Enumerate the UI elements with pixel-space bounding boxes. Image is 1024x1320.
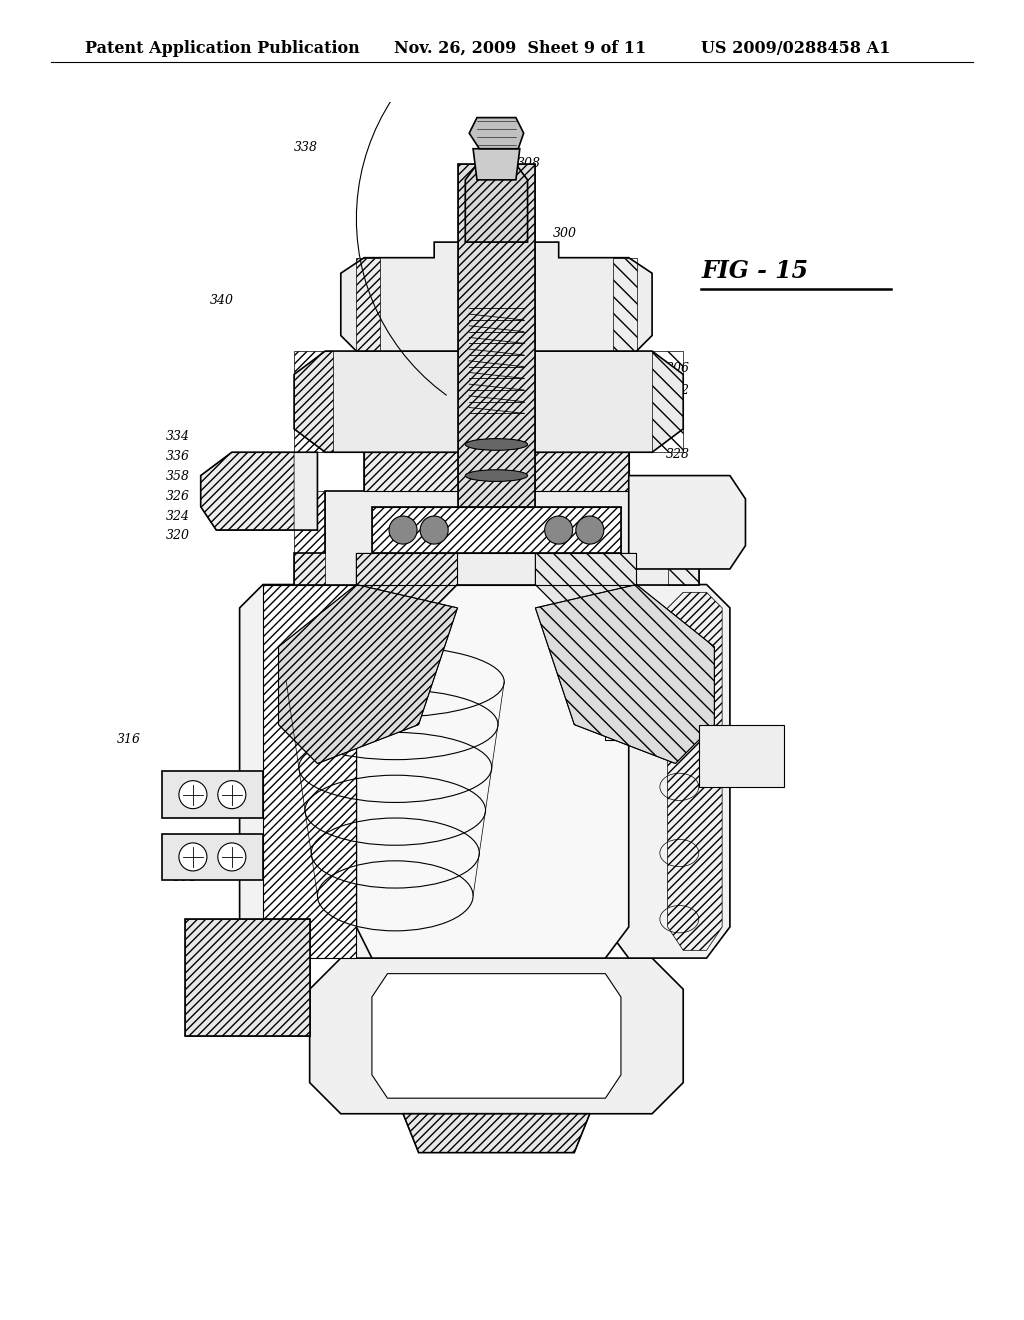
Text: 308: 308 [517, 157, 541, 170]
Polygon shape [458, 164, 536, 531]
Text: 328: 328 [666, 447, 689, 461]
Circle shape [389, 516, 417, 544]
Polygon shape [294, 453, 698, 585]
Polygon shape [372, 507, 621, 553]
Bar [605, 693, 668, 741]
Text: US 2009/0288458 A1: US 2009/0288458 A1 [701, 40, 891, 57]
Polygon shape [465, 149, 527, 242]
Polygon shape [469, 117, 523, 149]
Text: 336: 336 [166, 450, 189, 463]
Polygon shape [201, 453, 317, 531]
Polygon shape [698, 725, 784, 787]
Polygon shape [341, 242, 652, 351]
Text: Nov. 26, 2009  Sheet 9 of 11: Nov. 26, 2009 Sheet 9 of 11 [394, 40, 646, 57]
Polygon shape [605, 585, 730, 958]
Polygon shape [356, 585, 629, 958]
Polygon shape [536, 585, 715, 763]
Polygon shape [263, 585, 356, 958]
Polygon shape [372, 974, 621, 1098]
Polygon shape [473, 149, 520, 180]
Ellipse shape [465, 470, 527, 482]
Text: 340: 340 [210, 294, 233, 308]
Text: 338: 338 [294, 141, 317, 154]
Circle shape [218, 780, 246, 809]
Circle shape [545, 516, 572, 544]
Text: 324: 324 [166, 510, 189, 523]
Text: 312: 312 [604, 906, 628, 919]
Text: 310: 310 [261, 898, 285, 911]
Circle shape [575, 516, 604, 544]
Text: 300: 300 [553, 227, 577, 240]
Text: 326: 326 [166, 490, 189, 503]
Text: 358: 358 [166, 470, 189, 483]
Circle shape [218, 843, 246, 871]
Text: 332: 332 [601, 326, 625, 339]
Polygon shape [356, 553, 458, 647]
Polygon shape [240, 585, 372, 958]
Circle shape [179, 780, 207, 809]
Text: 344: 344 [635, 492, 658, 506]
Polygon shape [185, 919, 309, 1036]
Polygon shape [309, 958, 683, 1114]
Polygon shape [629, 475, 745, 569]
Text: 306: 306 [666, 362, 689, 375]
Text: 314: 314 [666, 701, 689, 714]
Text: 334: 334 [166, 430, 189, 444]
Text: 304: 304 [173, 871, 197, 884]
Circle shape [179, 843, 207, 871]
Text: 330: 330 [512, 296, 536, 309]
Text: FIG - 15: FIG - 15 [701, 259, 809, 282]
Polygon shape [162, 771, 263, 818]
Text: 320: 320 [166, 529, 189, 543]
Ellipse shape [465, 438, 527, 450]
Circle shape [420, 516, 449, 544]
Polygon shape [294, 351, 683, 453]
Polygon shape [403, 1114, 590, 1152]
Polygon shape [162, 833, 263, 880]
Text: 316: 316 [118, 733, 141, 746]
Polygon shape [536, 553, 637, 647]
Text: Patent Application Publication: Patent Application Publication [85, 40, 359, 57]
Polygon shape [279, 585, 458, 763]
Text: 342: 342 [666, 384, 689, 397]
Text: 318: 318 [666, 598, 689, 611]
Text: 322: 322 [635, 535, 658, 548]
